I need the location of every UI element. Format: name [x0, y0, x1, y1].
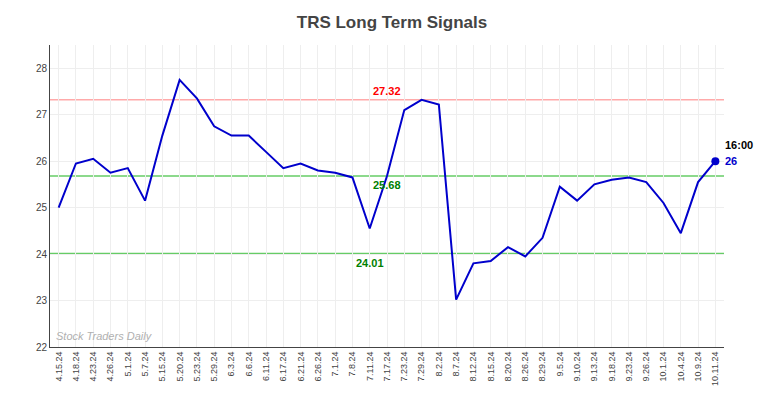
svg-text:7.11.24: 7.11.24	[365, 352, 375, 381]
svg-text:27.32: 27.32	[373, 85, 401, 97]
svg-text:7.17.24: 7.17.24	[382, 352, 392, 382]
svg-text:6.3.24: 6.3.24	[226, 352, 236, 377]
svg-text:10.1.24: 10.1.24	[658, 352, 668, 382]
svg-text:8.12.24: 8.12.24	[468, 352, 478, 382]
svg-text:25.68: 25.68	[373, 179, 401, 191]
svg-text:16:00: 16:00	[725, 139, 753, 151]
svg-text:10.4.24: 10.4.24	[676, 352, 686, 382]
svg-text:10.9.24: 10.9.24	[693, 352, 703, 382]
svg-text:5.23.24: 5.23.24	[192, 352, 202, 382]
svg-text:9.23.24: 9.23.24	[624, 352, 634, 382]
svg-text:9.26.24: 9.26.24	[641, 352, 651, 382]
svg-text:8.7.24: 8.7.24	[451, 352, 461, 377]
svg-text:4.23.24: 4.23.24	[88, 352, 98, 382]
svg-text:5.29.24: 5.29.24	[209, 352, 219, 382]
svg-text:9.18.24: 9.18.24	[607, 352, 617, 382]
svg-text:25: 25	[36, 202, 48, 213]
svg-text:8.29.24: 8.29.24	[537, 352, 547, 382]
svg-text:9.13.24: 9.13.24	[589, 352, 599, 382]
svg-text:26: 26	[725, 155, 737, 167]
svg-text:8.26.24: 8.26.24	[520, 352, 530, 382]
svg-text:5.1.24: 5.1.24	[123, 352, 133, 377]
svg-text:7.8.24: 7.8.24	[347, 352, 357, 377]
svg-text:6.17.24: 6.17.24	[278, 352, 288, 382]
svg-text:8.20.24: 8.20.24	[503, 352, 513, 382]
svg-text:7.1.24: 7.1.24	[330, 352, 340, 377]
svg-text:6.26.24: 6.26.24	[313, 352, 323, 382]
svg-text:7.29.24: 7.29.24	[416, 352, 426, 382]
svg-text:26: 26	[36, 156, 48, 167]
svg-text:24.01: 24.01	[356, 257, 384, 269]
svg-text:28: 28	[36, 63, 48, 74]
svg-text:TRS Long Term Signals: TRS Long Term Signals	[297, 13, 487, 32]
svg-text:4.26.24: 4.26.24	[105, 352, 115, 382]
svg-text:24: 24	[36, 249, 48, 260]
svg-text:5.20.24: 5.20.24	[175, 352, 185, 382]
svg-text:Stock Traders Daily: Stock Traders Daily	[56, 330, 153, 342]
svg-text:23: 23	[36, 295, 48, 306]
svg-text:27: 27	[36, 109, 48, 120]
svg-text:10.11.24: 10.11.24	[710, 352, 720, 386]
svg-text:9.5.24: 9.5.24	[555, 352, 565, 377]
svg-text:8.2.24: 8.2.24	[434, 352, 444, 377]
svg-text:4.15.24: 4.15.24	[54, 352, 64, 382]
svg-text:4.18.24: 4.18.24	[71, 352, 81, 382]
svg-text:6.11.24: 6.11.24	[261, 352, 271, 381]
svg-text:8.15.24: 8.15.24	[486, 352, 496, 382]
svg-text:9.10.24: 9.10.24	[572, 352, 582, 382]
svg-text:5.7.24: 5.7.24	[140, 352, 150, 377]
svg-text:5.15.24: 5.15.24	[157, 352, 167, 382]
svg-text:22: 22	[36, 342, 48, 353]
svg-text:6.6.24: 6.6.24	[244, 352, 254, 377]
svg-text:6.21.24: 6.21.24	[296, 352, 306, 382]
svg-text:7.23.24: 7.23.24	[399, 352, 409, 382]
